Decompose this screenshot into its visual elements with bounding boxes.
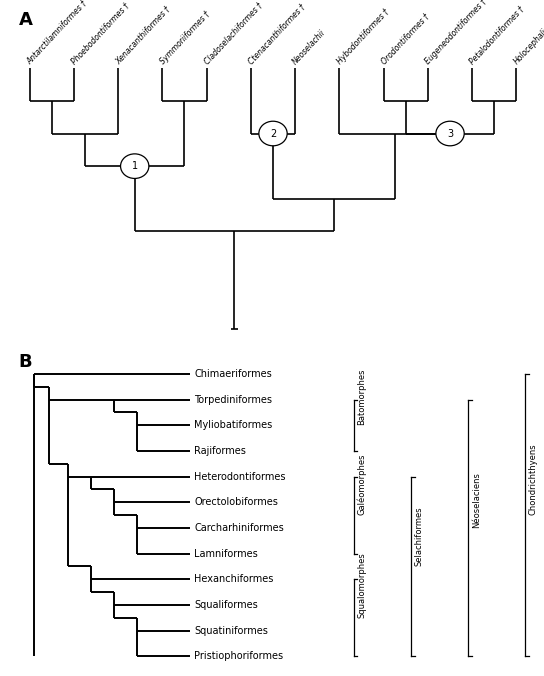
- Text: Holocephali: Holocephali: [512, 28, 544, 66]
- Text: Néoselaciens: Néoselaciens: [472, 472, 481, 528]
- Text: Squalomorphes: Squalomorphes: [357, 552, 367, 618]
- Text: Chimaeriformes: Chimaeriformes: [194, 369, 272, 379]
- Text: Carcharhiniformes: Carcharhiniformes: [194, 523, 284, 533]
- Text: Batomorphes: Batomorphes: [357, 368, 367, 425]
- Circle shape: [121, 154, 149, 178]
- Text: 1: 1: [132, 161, 138, 171]
- Text: Rajiformes: Rajiformes: [194, 446, 246, 456]
- Text: 3: 3: [447, 128, 453, 139]
- Text: Squaliformes: Squaliformes: [194, 600, 258, 610]
- Text: 2: 2: [270, 128, 276, 139]
- Text: Lamniformes: Lamniformes: [194, 549, 258, 558]
- Text: Torpediniformes: Torpediniformes: [194, 395, 273, 404]
- Text: Petalodontiformes †: Petalodontiformes †: [468, 5, 526, 66]
- Text: B: B: [18, 354, 32, 371]
- Text: Phoebodontiformes †: Phoebodontiformes †: [70, 1, 131, 66]
- Text: Myliobatiformes: Myliobatiformes: [194, 420, 273, 430]
- Text: A: A: [18, 11, 33, 28]
- Text: Squatiniformes: Squatiniformes: [194, 626, 268, 635]
- Circle shape: [259, 121, 287, 146]
- Text: Neoselachii: Neoselachii: [291, 28, 327, 66]
- Text: Pristiophoriformes: Pristiophoriformes: [194, 652, 283, 661]
- Text: Eugeneodontiformes †: Eugeneodontiformes †: [424, 0, 489, 66]
- Text: Heterodontiformes: Heterodontiformes: [194, 472, 286, 481]
- Text: Orodontiformes †: Orodontiformes †: [379, 12, 431, 66]
- Text: Antarctilamniformes †: Antarctilamniformes †: [25, 0, 89, 66]
- Circle shape: [436, 121, 464, 146]
- Text: Ctenacanthiformes †: Ctenacanthiformes †: [246, 2, 307, 66]
- Text: Hybodontiformes †: Hybodontiformes †: [335, 7, 391, 66]
- Text: Galéomorphes: Galéomorphes: [357, 454, 367, 515]
- Text: Symmoriiformes †: Symmoriiformes †: [158, 9, 212, 66]
- Text: Selachiformes: Selachiformes: [415, 507, 424, 566]
- Text: Xenacanthiformes †: Xenacanthiformes †: [114, 5, 172, 66]
- Text: Chondrichthyens: Chondrichthyens: [529, 443, 538, 515]
- Text: Hexanchiformes: Hexanchiformes: [194, 575, 274, 584]
- Text: Cladoselachiformes †: Cladoselachiformes †: [202, 1, 264, 66]
- Text: Orectolobiformes: Orectolobiformes: [194, 498, 279, 507]
